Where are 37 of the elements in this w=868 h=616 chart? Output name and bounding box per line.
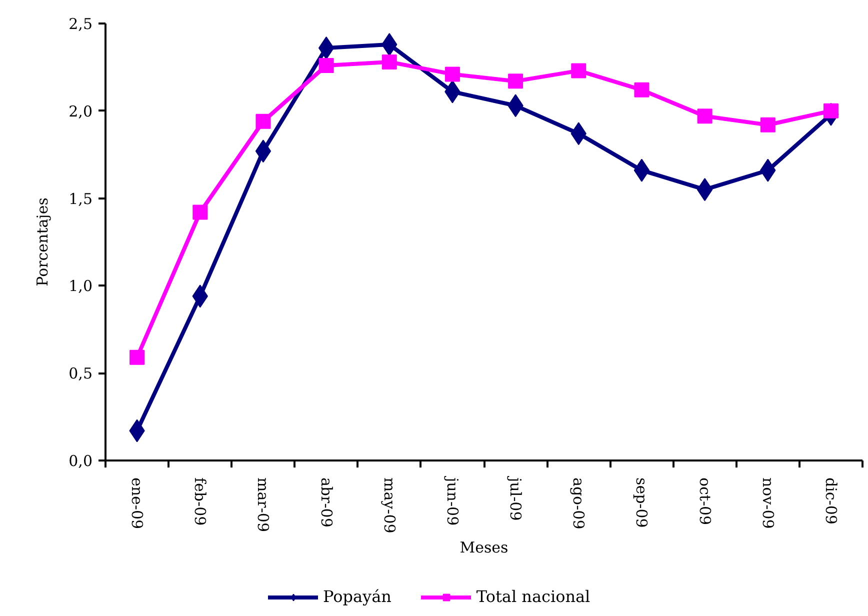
y-tick-label: 2,5 <box>68 15 93 33</box>
y-axis-title: Porcentajes <box>34 198 52 286</box>
x-tick-label: abr-09 <box>317 478 336 528</box>
x-axis-title: Meses <box>460 538 508 556</box>
y-tick-label: 0,0 <box>68 452 93 470</box>
point <box>256 114 271 129</box>
point <box>696 178 713 202</box>
x-tick-label: jul-09 <box>506 476 525 521</box>
point <box>760 117 776 132</box>
point <box>444 66 460 82</box>
x-tick-label: may-09 <box>380 478 398 534</box>
point <box>318 58 334 73</box>
x-tick-label: ene-09 <box>128 478 146 530</box>
x-tick-label: dic-09 <box>822 478 840 524</box>
x-tick-label: oct-09 <box>696 478 714 526</box>
y-tick-label: 1,5 <box>68 190 93 208</box>
point <box>192 204 208 220</box>
x-tick-label: mar-09 <box>254 478 272 532</box>
y-tick-label: 0,5 <box>68 364 93 383</box>
point <box>571 63 586 78</box>
point <box>130 350 145 365</box>
point <box>697 108 712 124</box>
point <box>634 158 650 182</box>
y-tick-label: 1,0 <box>68 277 93 296</box>
x-tick-label: nov-09 <box>758 478 777 529</box>
point <box>634 82 650 98</box>
point <box>508 74 524 89</box>
legend-label: Total nacional <box>476 587 590 606</box>
y-tick-label: 2,0 <box>68 102 93 120</box>
legend-label: Popayán <box>323 587 392 606</box>
x-tick-label: ago-09 <box>570 478 588 530</box>
point <box>318 36 334 60</box>
x-tick-label: jun-09 <box>443 476 462 526</box>
point <box>382 54 397 70</box>
x-tick-label: sep-09 <box>632 478 651 528</box>
x-tick-label: feb-09 <box>191 478 210 526</box>
point <box>255 140 272 163</box>
